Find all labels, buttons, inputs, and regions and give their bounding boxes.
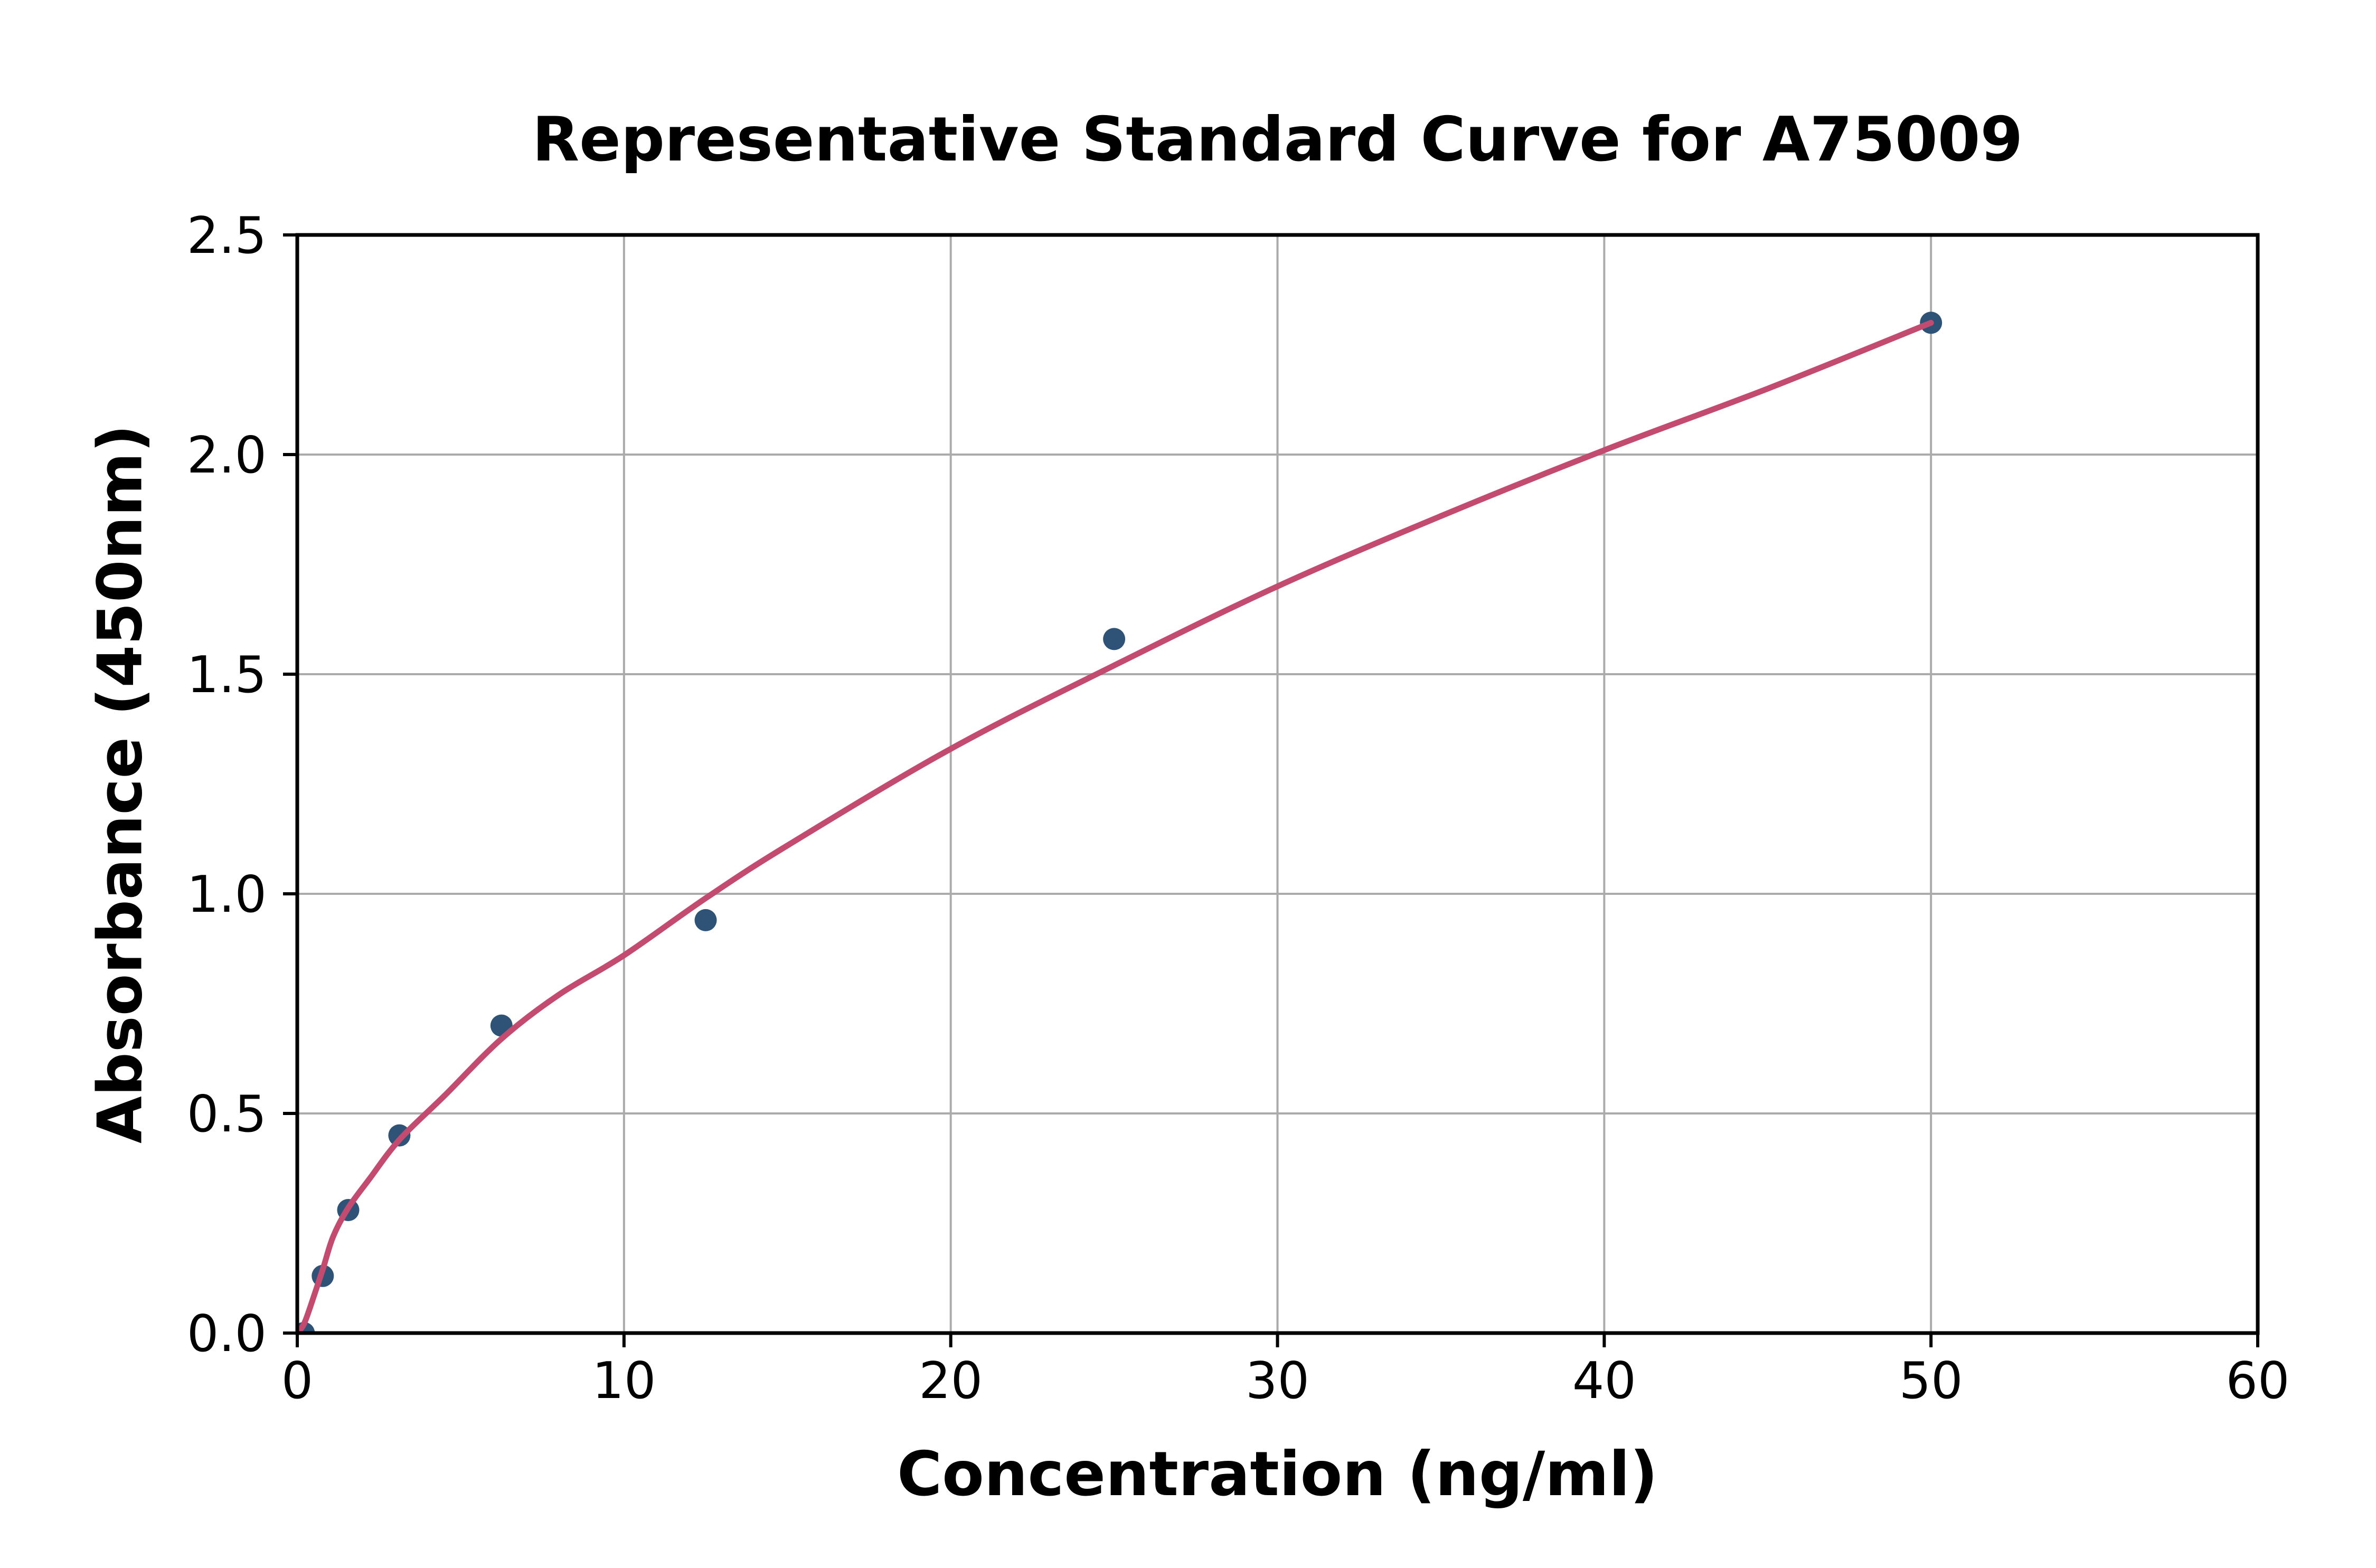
data-point bbox=[694, 909, 717, 931]
x-tick-label: 0 bbox=[281, 1352, 313, 1410]
y-tick-label: 2.5 bbox=[187, 207, 267, 265]
chart-title: Representative Standard Curve for A75009 bbox=[532, 104, 2023, 175]
plot-frame bbox=[295, 233, 2260, 1335]
x-axis-label: Concentration (ng/ml) bbox=[897, 1439, 1658, 1510]
y-tick-label: 0.0 bbox=[187, 1305, 267, 1363]
x-tick-label: 30 bbox=[1246, 1352, 1309, 1410]
x-tick-label: 10 bbox=[592, 1352, 656, 1410]
y-tick-label: 0.5 bbox=[187, 1085, 267, 1144]
y-tick-label: 1.5 bbox=[187, 646, 267, 704]
data-layer bbox=[297, 311, 1943, 1333]
x-tick-label: 60 bbox=[2226, 1352, 2290, 1410]
fit-curve bbox=[297, 319, 1934, 1333]
x-tick-label: 50 bbox=[1899, 1352, 1963, 1410]
x-tick-label: 40 bbox=[1572, 1352, 1636, 1410]
x-tick-label: 20 bbox=[919, 1352, 983, 1410]
data-point bbox=[1103, 628, 1126, 650]
y-tick-label: 2.0 bbox=[187, 427, 267, 485]
y-tick-label: 1.0 bbox=[187, 866, 267, 924]
